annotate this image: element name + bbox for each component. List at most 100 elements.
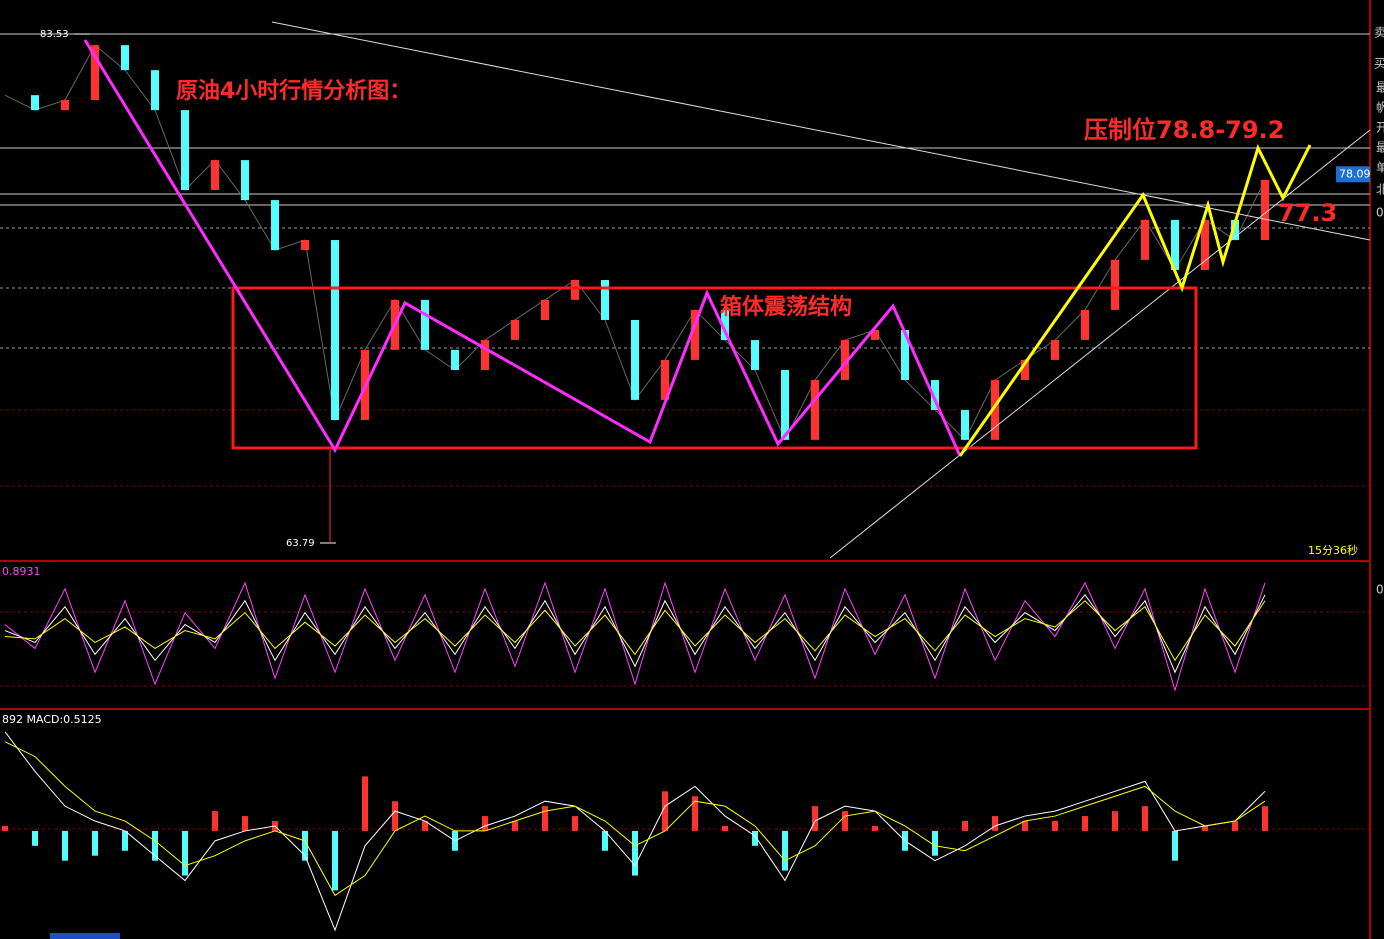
price-label: 78.09 — [1339, 167, 1371, 180]
candle — [91, 45, 99, 101]
candle — [1261, 179, 1269, 241]
macd-bar — [632, 830, 638, 876]
macd-bar — [1172, 830, 1178, 861]
candle — [601, 280, 609, 320]
sidebar: 卖 买 最 帆 开 最 单 北 0 0 — [1374, 26, 1384, 597]
annotation: 77.3 — [1278, 199, 1337, 227]
macd-bar — [62, 830, 68, 861]
indicator-line — [4, 600, 1266, 662]
macd-bar — [1112, 811, 1118, 831]
macd-bar — [812, 806, 818, 831]
candle — [301, 240, 309, 251]
sidebar-label: 开 — [1376, 121, 1384, 135]
macd-bar — [182, 830, 188, 876]
macd-bar — [572, 816, 578, 831]
macd-bar — [1202, 825, 1208, 831]
price-label: 63.79 — [286, 538, 315, 549]
wave-path — [83, 39, 962, 457]
candle — [721, 309, 729, 341]
macd-bar — [1232, 821, 1238, 831]
macd-bar — [752, 830, 758, 846]
candle — [541, 299, 549, 320]
macd-bar — [332, 830, 338, 891]
candle — [751, 340, 759, 370]
macd-bar — [842, 811, 848, 831]
candle — [511, 319, 519, 341]
macd-bar — [1022, 821, 1028, 831]
candle — [1231, 219, 1239, 241]
candle — [271, 200, 279, 251]
price-tag — [1336, 166, 1370, 183]
date-cursor — [50, 933, 120, 939]
macd-bar — [722, 825, 728, 831]
macd-bar — [512, 821, 518, 831]
candle — [1111, 259, 1119, 310]
candle — [151, 70, 159, 111]
sidebar-label: 最 — [1376, 81, 1384, 95]
candle — [931, 380, 939, 410]
macd-bar — [2, 825, 8, 831]
sidebar-label: 0 — [1376, 206, 1384, 220]
sidebar-label: 北 — [1376, 183, 1384, 197]
sidebar-label: 卖 — [1374, 26, 1384, 40]
indicator-line — [4, 741, 1266, 897]
macd-bar — [692, 796, 698, 831]
candle — [691, 309, 699, 360]
candle — [661, 359, 669, 400]
macd-bar — [302, 830, 308, 861]
macd-bar — [1052, 821, 1058, 831]
macd-bar — [932, 830, 938, 856]
trend-line — [271, 21, 1371, 241]
macd-bar — [422, 821, 428, 831]
macd-bar — [122, 830, 128, 851]
candle — [61, 100, 69, 111]
candle — [1201, 219, 1209, 270]
indicator-line — [4, 593, 1266, 674]
macd-bar — [782, 830, 788, 871]
sidebar-label: 最 — [1376, 141, 1384, 155]
candle — [841, 340, 849, 381]
macd-bar — [662, 791, 668, 831]
drawings — [83, 21, 1371, 559]
candle — [1021, 359, 1029, 381]
sidebar-label: 帆 — [1376, 100, 1384, 115]
candle — [331, 240, 339, 420]
macd-bar — [1262, 806, 1268, 831]
macd-bar — [872, 825, 878, 831]
macd-bar — [1082, 816, 1088, 831]
candle — [31, 95, 39, 111]
price-label: 83.53 — [40, 29, 69, 40]
macd-bar — [152, 830, 158, 861]
timer: 15分36秒 — [1308, 543, 1358, 557]
candle — [991, 380, 999, 440]
candle — [211, 160, 219, 191]
macd-bar — [542, 806, 548, 831]
candle — [571, 280, 579, 300]
indicator-value: 892 MACD:0.5125 — [2, 713, 102, 726]
macd-bar — [212, 811, 218, 831]
chart-title: 原油4小时行情分析图： — [176, 78, 411, 104]
trend-line — [829, 129, 1371, 559]
sidebar-label: 单 — [1376, 161, 1384, 175]
candle — [1051, 340, 1059, 360]
annotation: 箱体震荡结构 — [720, 294, 852, 320]
candle — [451, 349, 459, 370]
wave-path — [958, 143, 1312, 457]
macd-bar — [602, 830, 608, 851]
macd-bar — [242, 816, 248, 831]
candle — [871, 330, 879, 341]
macd-bar — [362, 776, 368, 831]
sidebar-label: 0 — [1376, 583, 1384, 597]
macd-bar — [1142, 806, 1148, 831]
macd-bar — [992, 816, 998, 831]
candle — [1171, 219, 1179, 270]
macd-bar — [92, 830, 98, 856]
candle — [811, 380, 819, 440]
candle — [1141, 219, 1149, 260]
indicator-value: 0.8931 — [2, 565, 41, 578]
box-range — [231, 286, 1198, 450]
candle — [631, 319, 639, 400]
macd-bar — [482, 816, 488, 831]
